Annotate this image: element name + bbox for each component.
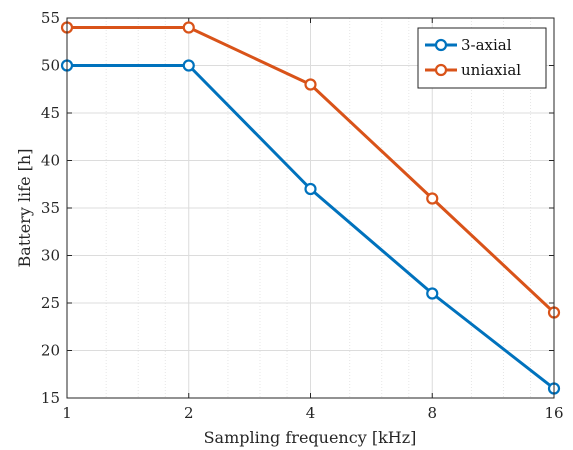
legend-marker-swatch	[434, 38, 448, 52]
y-tick-label: 35	[41, 199, 60, 217]
data-point-uniaxial	[304, 78, 317, 91]
x-tick-label: 8	[427, 404, 437, 422]
x-tick-label: 1	[62, 404, 72, 422]
y-tick-label: 30	[41, 247, 60, 265]
y-tick-label: 45	[41, 104, 60, 122]
y-tick-label: 25	[41, 294, 60, 312]
x-tick-label: 16	[544, 404, 563, 422]
y-tick-label: 15	[41, 389, 60, 407]
y-axis-label: Battery life [h]	[15, 149, 34, 268]
legend-label: uniaxial	[461, 61, 521, 79]
data-point-uniaxial	[426, 192, 439, 205]
legend-label: 3-axial	[461, 36, 512, 54]
y-tick-label: 50	[41, 57, 60, 75]
y-tick-label: 40	[41, 152, 60, 170]
tick-labels: 1 2 4 8 16 15 20 25 30 35 40 45 50 55	[41, 9, 564, 422]
legend-marker-swatch	[434, 63, 448, 77]
data-point-3-axial	[426, 287, 439, 300]
plot-frame	[66, 17, 555, 399]
data-point-3-axial	[182, 59, 195, 72]
x-tick-label: 4	[306, 404, 316, 422]
y-tick-label: 20	[41, 342, 60, 360]
x-axis-label: Sampling frequency [kHz]	[204, 428, 417, 447]
data-point-uniaxial	[182, 21, 195, 34]
x-tick-label: 2	[184, 404, 194, 422]
y-tick-label: 55	[41, 9, 60, 27]
legend-box	[417, 27, 547, 89]
legend: 3-axial uniaxial	[417, 27, 547, 89]
data-point-3-axial	[304, 182, 317, 196]
